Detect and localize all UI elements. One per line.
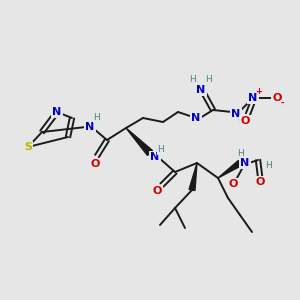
- Text: H: H: [158, 146, 164, 154]
- Text: N: N: [150, 152, 160, 162]
- Text: S: S: [24, 142, 32, 152]
- Text: O: O: [90, 159, 100, 169]
- Text: N: N: [231, 109, 241, 119]
- Text: O: O: [152, 186, 162, 196]
- Text: N: N: [240, 158, 250, 168]
- Text: N: N: [85, 122, 94, 132]
- Text: H: H: [206, 76, 212, 85]
- Text: H: H: [190, 76, 196, 85]
- Text: H: H: [265, 161, 272, 170]
- Text: N: N: [191, 113, 201, 123]
- Text: O: O: [240, 116, 250, 126]
- Text: -: -: [280, 98, 284, 107]
- Text: H: H: [238, 118, 244, 127]
- Text: N: N: [196, 85, 206, 95]
- Text: N: N: [248, 93, 258, 103]
- Polygon shape: [189, 163, 197, 190]
- Polygon shape: [218, 160, 242, 178]
- Text: H: H: [94, 113, 100, 122]
- Text: N: N: [52, 107, 62, 117]
- Text: O: O: [272, 93, 282, 103]
- Text: O: O: [255, 177, 265, 187]
- Text: O: O: [228, 179, 238, 189]
- Polygon shape: [126, 128, 152, 155]
- Text: +: +: [256, 88, 262, 97]
- Text: H: H: [237, 148, 243, 158]
